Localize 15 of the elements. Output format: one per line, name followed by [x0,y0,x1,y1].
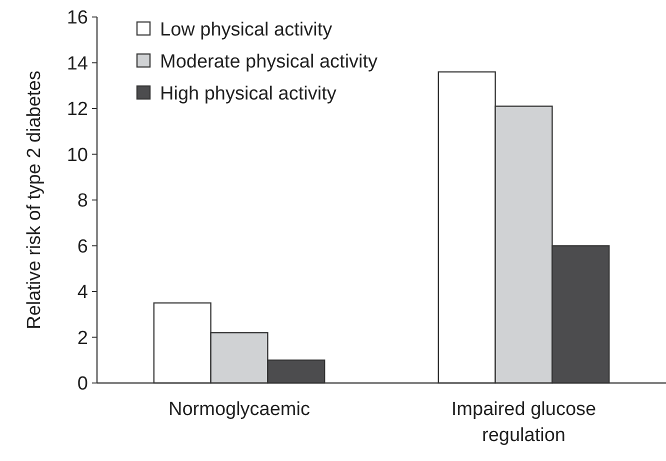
y-tick-label: 12 [66,99,88,120]
x-tick-label: Normoglycaemic [168,399,310,420]
y-tick-label: 14 [66,53,88,74]
y-tick-label: 8 [77,190,88,212]
legend-label: Moderate physical activity [160,52,378,73]
y-tick-label: 16 [66,8,88,29]
legend-label: High physical activity [160,84,337,105]
y-tick-label: 0 [77,374,88,395]
x-tick-label: Impaired glucose regulation [451,399,596,446]
y-tick-label: 4 [77,282,88,304]
y-tick-label: 2 [77,328,88,349]
legend-label: Low physical activity [160,20,333,41]
y-tick-label: 10 [66,144,88,166]
y-axis-title: Relative risk of type 2 diabetes [24,70,45,330]
y-tick-label: 6 [77,236,88,258]
